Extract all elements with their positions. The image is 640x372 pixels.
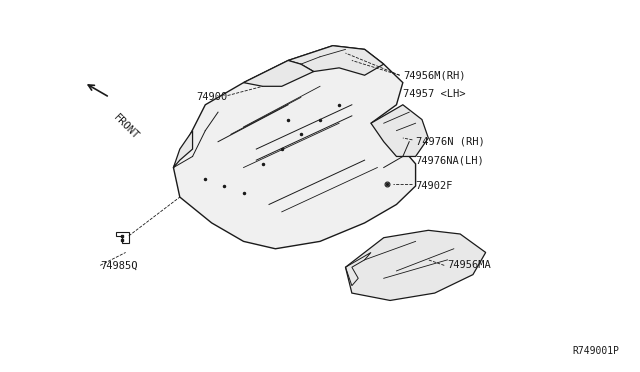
Text: 74902F: 74902F: [415, 181, 453, 191]
Text: 74976NA(LH): 74976NA(LH): [415, 155, 484, 165]
Text: 74956MA: 74956MA: [447, 260, 491, 270]
Text: FRONT: FRONT: [111, 112, 140, 141]
Text: 74985Q: 74985Q: [100, 260, 138, 270]
Text: R749001P: R749001P: [573, 346, 620, 356]
Polygon shape: [371, 105, 428, 157]
Text: 74957 <LH>: 74957 <LH>: [403, 89, 465, 99]
Text: 74976N (RH): 74976N (RH): [415, 137, 484, 147]
Text: 74900: 74900: [196, 92, 228, 102]
Polygon shape: [244, 61, 314, 86]
Polygon shape: [288, 46, 384, 75]
Polygon shape: [173, 46, 415, 249]
Polygon shape: [173, 131, 193, 167]
Text: 74956M(RH): 74956M(RH): [403, 70, 465, 80]
Polygon shape: [346, 230, 486, 301]
